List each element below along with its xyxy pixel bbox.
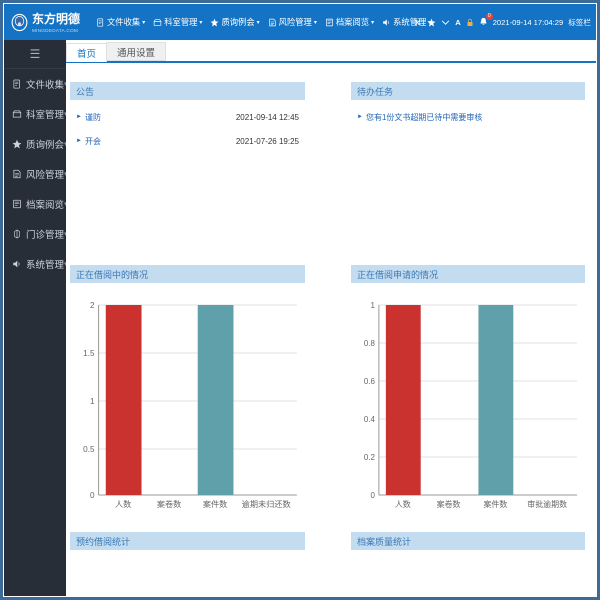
svg-text:案件数: 案件数	[483, 499, 507, 509]
svg-text:0: 0	[370, 491, 375, 500]
svg-text:1: 1	[370, 301, 375, 310]
svg-text:1: 1	[90, 397, 95, 406]
svg-text:案卷数: 案卷数	[437, 499, 461, 509]
svg-text:1.5: 1.5	[83, 349, 95, 358]
svg-text:审批逾期数: 审批逾期数	[527, 499, 567, 509]
svg-text:案件数: 案件数	[203, 499, 227, 509]
svg-text:人数: 人数	[395, 499, 411, 509]
svg-text:逾期未归还数: 逾期未归还数	[242, 499, 291, 509]
svg-text:0.2: 0.2	[364, 453, 376, 462]
svg-text:2: 2	[90, 301, 95, 310]
svg-text:0.5: 0.5	[83, 445, 95, 454]
svg-text:人数: 人数	[115, 499, 131, 509]
svg-text:0.8: 0.8	[364, 339, 376, 348]
svg-text:0: 0	[90, 491, 95, 500]
svg-text:0.6: 0.6	[364, 377, 376, 386]
svg-text:案卷数: 案卷数	[157, 499, 181, 509]
svg-text:0.4: 0.4	[364, 415, 376, 424]
